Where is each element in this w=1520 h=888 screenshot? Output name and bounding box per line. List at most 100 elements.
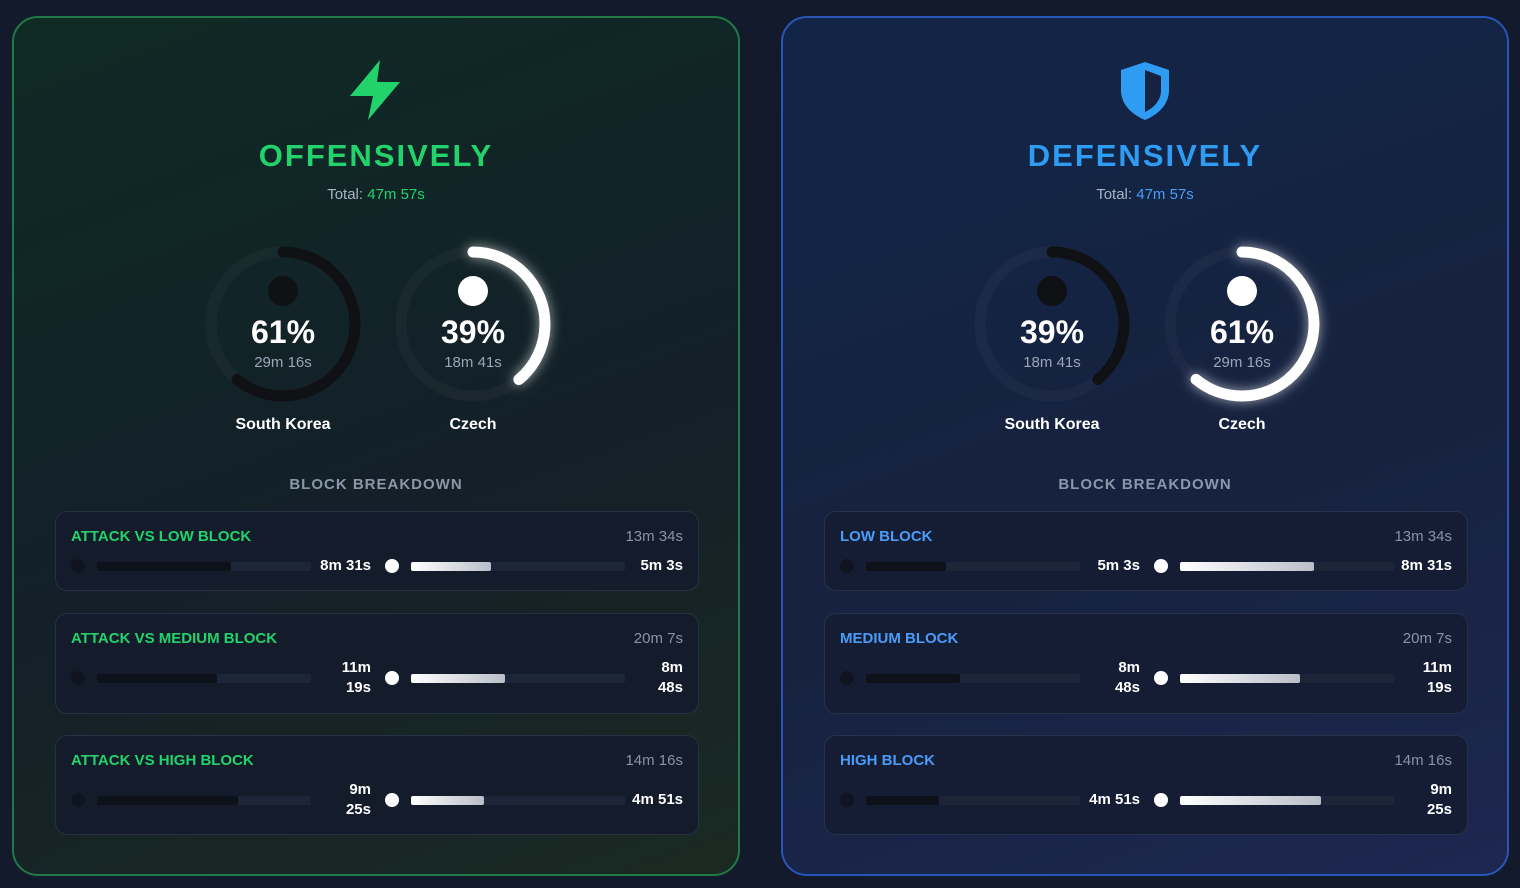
team-b-track	[411, 674, 625, 683]
block-name: ATTACK VS HIGH BLOCK	[71, 752, 254, 769]
team-a-track	[97, 674, 311, 683]
team-b-value: 9m 25s	[1426, 781, 1452, 818]
defense-panel: DEFENSIVELY Total: 47m 57s 39% 18m 41s S…	[781, 16, 1509, 876]
team-a-bar	[97, 796, 239, 805]
team-b-dot	[1154, 671, 1168, 685]
donut-duration: 18m 41s	[1023, 354, 1081, 371]
donut-marker-dot	[458, 276, 488, 306]
block-row-high: HIGH BLOCK 14m 16s 4m 51s 9m 25s	[824, 735, 1468, 835]
team-a-value: 4m 51s	[1089, 791, 1140, 808]
team-a-value: 8m 48s	[1114, 659, 1140, 696]
team-a-dot	[71, 559, 85, 573]
lightning-bolt-icon	[346, 58, 406, 122]
team-b-value: 4m 51s	[632, 791, 683, 808]
team-a-track	[866, 562, 1080, 571]
total-label: Total:	[1096, 186, 1137, 203]
team-a-value: 11m 19s	[341, 659, 371, 696]
donut-arc	[974, 246, 1130, 402]
offense-panel: OFFENSIVELY Total: 47m 57s 61% 29m 16s S…	[12, 16, 740, 876]
defense-total: Total: 47m 57s	[783, 186, 1507, 203]
team-b-value: 11m 19s	[1422, 659, 1452, 696]
donut-czech: 61% 29m 16s Czech	[1162, 244, 1322, 464]
team-b-dot	[385, 671, 399, 685]
donut-ring	[974, 246, 1130, 402]
team-a-bar	[97, 674, 218, 683]
donut-duration: 18m 41s	[444, 354, 502, 371]
team-b-bar	[1180, 674, 1301, 683]
donut-ring	[395, 246, 551, 402]
block-row-attack-high: ATTACK VS HIGH BLOCK 14m 16s 9m 25s 4m 5…	[55, 735, 699, 835]
block-row-medium: MEDIUM BLOCK 20m 7s 8m 48s 11m 19s	[824, 613, 1468, 714]
team-a-dot	[71, 671, 85, 685]
team-a-bar	[97, 562, 232, 571]
total-value: 47m 57s	[367, 186, 425, 203]
block-total: 13m 34s	[1394, 528, 1452, 545]
donut-percent: 61%	[1209, 314, 1275, 350]
team-a-dot	[840, 671, 854, 685]
block-name: ATTACK VS LOW BLOCK	[71, 528, 252, 545]
team-a-bar	[866, 674, 960, 683]
block-name: MEDIUM BLOCK	[840, 630, 959, 647]
team-b-dot	[1154, 793, 1168, 807]
donut-marker-dot	[1227, 276, 1257, 306]
team-a-track	[97, 796, 311, 805]
block-row-attack-medium: ATTACK VS MEDIUM BLOCK 20m 7s 11m 19s 8m…	[55, 613, 699, 714]
team-a-value: 9m 25s	[345, 781, 371, 818]
team-a-dot	[71, 793, 85, 807]
donut-marker-dot	[1037, 276, 1067, 306]
block-total: 14m 16s	[1394, 752, 1452, 769]
donut-ring	[1164, 246, 1320, 402]
team-b-dot	[385, 793, 399, 807]
donut-arc	[1164, 246, 1320, 402]
team-a-bar	[866, 796, 939, 805]
donut-percent: 39%	[1019, 314, 1085, 350]
team-a-value: 5m 3s	[1097, 557, 1140, 574]
donut-team: Czech	[449, 416, 497, 433]
team-b-value: 5m 3s	[640, 557, 683, 574]
team-b-bar	[411, 674, 505, 683]
block-name: LOW BLOCK	[840, 528, 933, 545]
donut-team: South Korea	[235, 416, 331, 433]
team-a-dot	[840, 559, 854, 573]
team-a-bar	[866, 562, 946, 571]
donut-duration: 29m 16s	[254, 354, 312, 371]
block-total: 13m 34s	[625, 528, 683, 545]
team-b-bar	[411, 796, 484, 805]
donut-south-korea: 39% 18m 41s South Korea	[972, 244, 1132, 464]
team-a-track	[866, 674, 1080, 683]
team-a-value: 8m 31s	[320, 557, 371, 574]
block-breakdown-label: BLOCK BREAKDOWN	[1058, 476, 1232, 493]
donut-team: Czech	[1218, 416, 1266, 433]
block-name: ATTACK VS MEDIUM BLOCK	[71, 630, 278, 647]
team-a-dot	[840, 793, 854, 807]
donut-south-korea: 61% 29m 16s South Korea	[203, 244, 363, 464]
team-b-track	[411, 796, 625, 805]
offense-total: Total: 47m 57s	[14, 186, 738, 203]
team-b-track	[1180, 674, 1394, 683]
team-a-track	[97, 562, 311, 571]
donut-czech: 39% 18m 41s Czech	[393, 244, 553, 464]
block-row-low: LOW BLOCK 13m 34s 5m 3s 8m 31s	[824, 511, 1468, 591]
donut-duration: 29m 16s	[1213, 354, 1271, 371]
team-b-track	[1180, 796, 1394, 805]
shield-icon	[1115, 58, 1175, 122]
team-a-track	[866, 796, 1080, 805]
team-b-bar	[1180, 796, 1322, 805]
block-name: HIGH BLOCK	[840, 752, 935, 769]
team-b-dot	[1154, 559, 1168, 573]
block-row-attack-low: ATTACK VS LOW BLOCK 13m 34s 8m 31s 5m 3s	[55, 511, 699, 591]
team-b-track	[1180, 562, 1394, 571]
donut-arc	[205, 246, 361, 402]
team-b-dot	[385, 559, 399, 573]
team-b-value: 8m 48s	[657, 659, 683, 696]
donut-marker-dot	[268, 276, 298, 306]
block-total: 14m 16s	[625, 752, 683, 769]
donut-percent: 61%	[250, 314, 316, 350]
donut-team: South Korea	[1004, 416, 1100, 433]
team-b-bar	[1180, 562, 1315, 571]
donut-percent: 39%	[440, 314, 506, 350]
total-value: 47m 57s	[1136, 186, 1194, 203]
donut-arc	[395, 246, 551, 402]
total-label: Total:	[327, 186, 368, 203]
donut-ring	[205, 246, 361, 402]
